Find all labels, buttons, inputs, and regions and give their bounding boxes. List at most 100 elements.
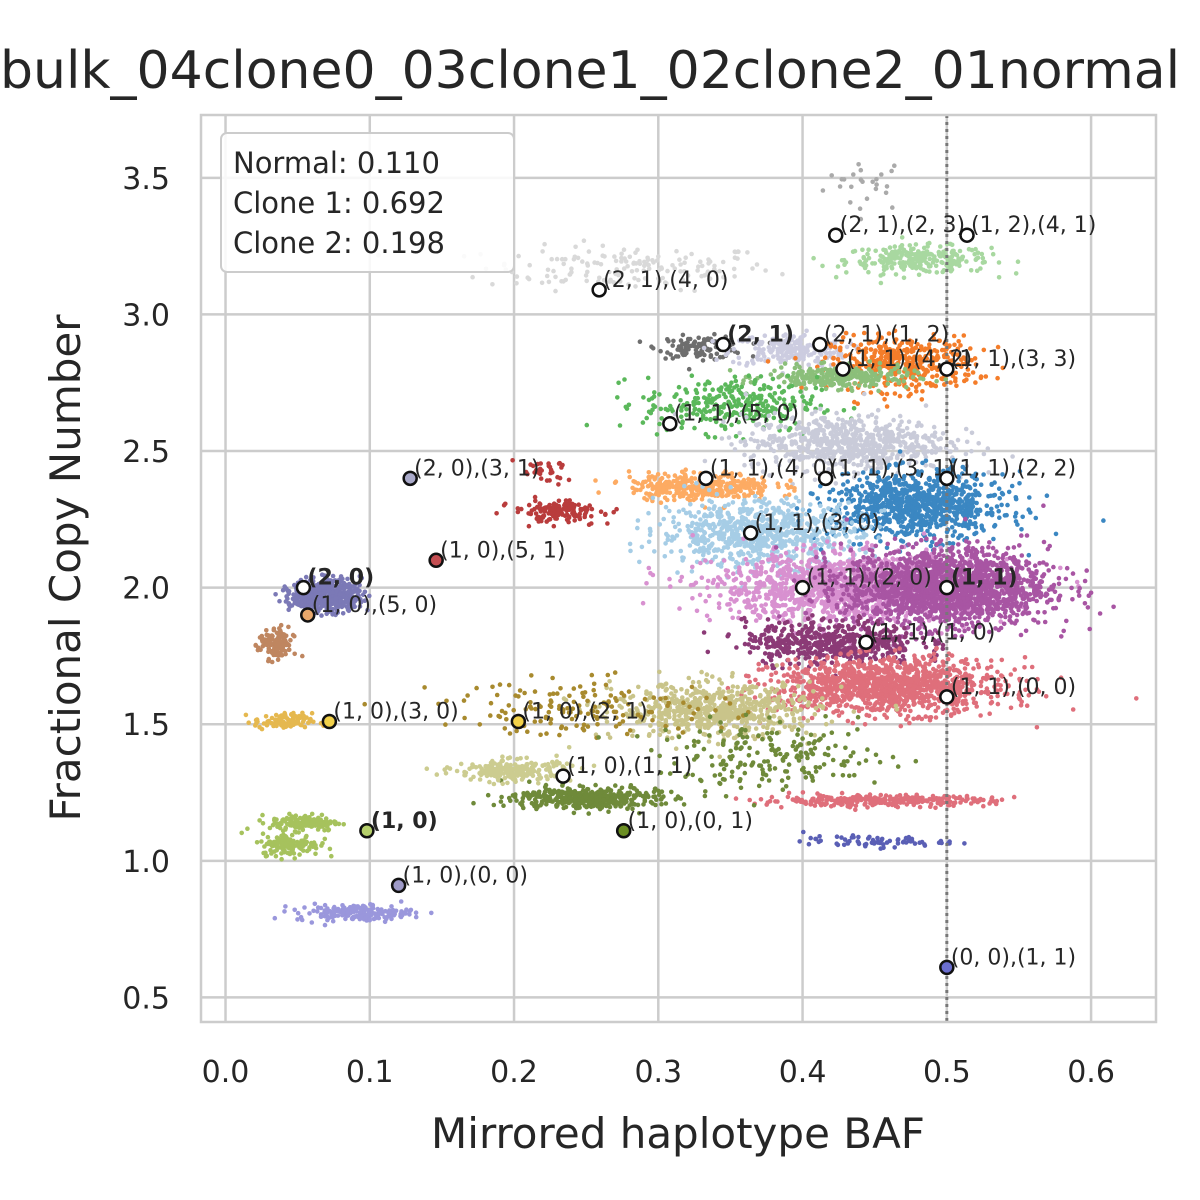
data-dot <box>851 172 856 177</box>
data-dot <box>891 557 896 562</box>
data-dot <box>726 537 732 543</box>
data-dot <box>887 517 892 522</box>
data-dot <box>808 491 814 496</box>
data-dot <box>805 348 810 354</box>
data-dot <box>897 513 903 519</box>
data-dot <box>907 254 912 259</box>
data-dot <box>553 288 558 294</box>
data-dot <box>855 505 861 510</box>
data-dot <box>745 543 750 548</box>
data-dot <box>952 519 958 524</box>
data-dot <box>714 491 720 497</box>
data-dot <box>966 492 971 498</box>
data-dot <box>963 372 968 377</box>
data-dot <box>858 177 864 182</box>
data-dot <box>727 390 732 395</box>
data-dot <box>731 346 737 352</box>
data-dot <box>676 384 682 390</box>
data-dot <box>736 249 741 255</box>
data-dot <box>844 270 849 275</box>
data-dot <box>612 480 618 486</box>
data-dot <box>808 546 814 551</box>
data-dot <box>767 436 772 442</box>
data-dot <box>895 517 901 523</box>
data-dot <box>775 438 780 444</box>
data-dot <box>728 551 733 556</box>
data-cluster <box>376 238 785 294</box>
data-dot <box>884 184 890 189</box>
data-dot <box>712 435 718 440</box>
data-dot <box>834 432 840 437</box>
data-dot <box>777 396 782 401</box>
data-dot <box>696 264 701 270</box>
data-dot <box>806 551 811 556</box>
data-dot <box>843 353 849 358</box>
data-dot <box>862 383 868 388</box>
data-dot <box>711 506 716 512</box>
data-dot <box>910 374 916 380</box>
data-dot <box>551 268 556 274</box>
data-dot <box>891 417 896 423</box>
data-dot <box>864 498 869 503</box>
data-dot <box>662 554 668 559</box>
data-dot <box>824 380 830 385</box>
data-dot <box>901 508 906 513</box>
data-dot <box>826 544 831 549</box>
data-dot <box>708 559 714 565</box>
data-dot <box>710 338 715 344</box>
data-dot <box>770 506 776 511</box>
data-dot <box>647 532 653 538</box>
data-dot <box>864 540 870 546</box>
data-dot <box>668 584 673 589</box>
data-dot <box>960 484 965 490</box>
data-dot <box>969 247 975 253</box>
data-dot <box>710 396 715 402</box>
data-dot <box>717 354 723 360</box>
data-dot <box>791 502 796 508</box>
data-dot <box>732 255 738 260</box>
data-dot <box>852 248 858 254</box>
data-dot <box>921 434 926 440</box>
data-dot <box>616 272 621 278</box>
data-dot <box>793 432 798 437</box>
data-dot <box>696 335 701 341</box>
data-dot <box>703 547 709 553</box>
data-dot <box>779 349 784 355</box>
data-dot <box>700 503 705 509</box>
data-dot <box>830 434 836 440</box>
data-dot <box>600 253 605 258</box>
data-dot <box>733 378 739 384</box>
data-dot <box>737 430 742 436</box>
data-dot <box>889 432 894 438</box>
data-dot <box>685 273 691 278</box>
data-dot <box>817 541 822 547</box>
data-dot <box>792 488 797 493</box>
data-dot <box>871 500 877 505</box>
data-dot <box>973 520 978 526</box>
data-dot <box>1020 514 1025 520</box>
data-dot <box>892 512 898 517</box>
data-dot <box>839 258 845 263</box>
data-dot <box>681 476 686 482</box>
data-dot <box>867 384 873 389</box>
data-dot <box>909 382 915 388</box>
data-dot <box>703 558 708 563</box>
data-dot <box>728 484 733 490</box>
data-dot <box>906 419 912 425</box>
data-dot <box>749 543 755 549</box>
data-dot <box>888 252 894 257</box>
data-dot <box>675 347 680 352</box>
data-dot <box>691 470 697 475</box>
data-dot <box>830 424 836 430</box>
data-dot <box>723 394 728 400</box>
data-dot <box>931 424 937 430</box>
data-dot <box>572 254 578 260</box>
data-dot <box>687 336 693 342</box>
data-dot <box>671 493 677 499</box>
data-dot <box>797 431 803 437</box>
data-dot <box>803 386 809 391</box>
data-dot <box>832 332 837 338</box>
data-dot <box>863 376 869 381</box>
data-dot <box>665 497 670 503</box>
data-dot <box>857 418 862 424</box>
